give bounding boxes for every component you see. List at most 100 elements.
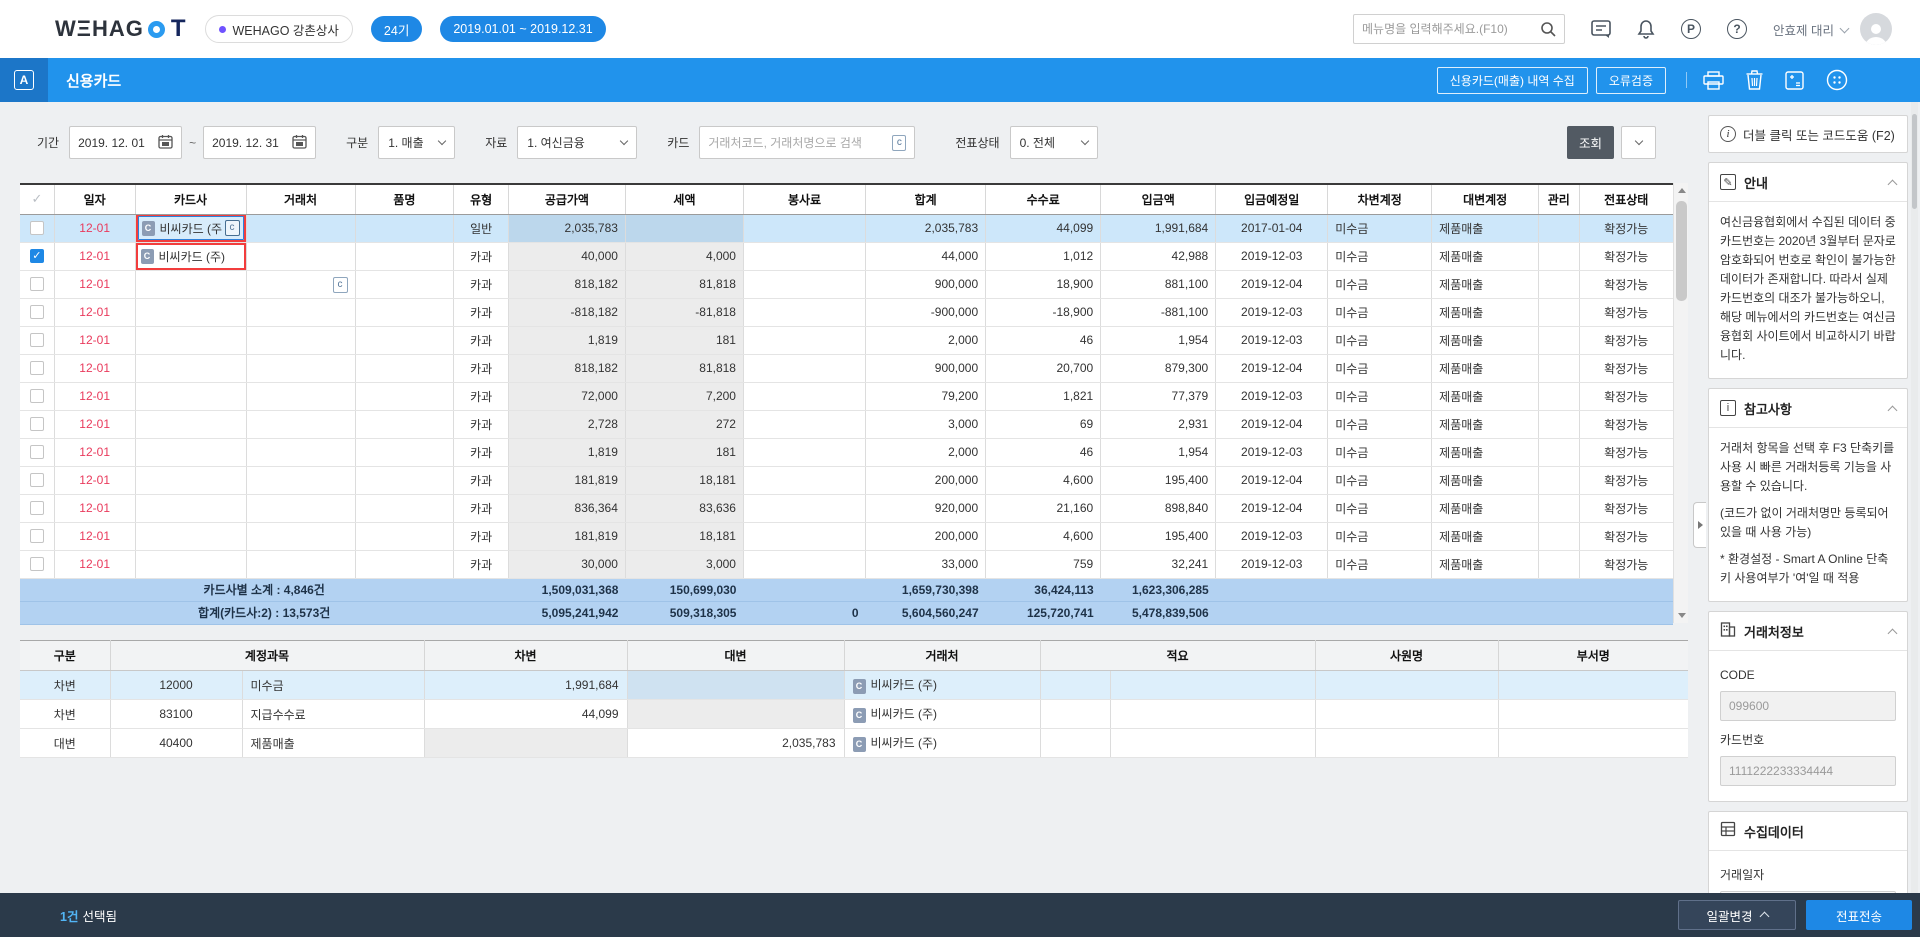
cell-partner[interactable]: C비씨카드 (주) — [844, 700, 1040, 729]
cell-debit[interactable]: 미수금 — [1328, 550, 1432, 578]
cell-due[interactable]: 2019-12-04 — [1216, 466, 1328, 494]
cell-debit[interactable]: 미수금 — [1328, 326, 1432, 354]
cell-status[interactable]: 확정가능 — [1579, 522, 1673, 550]
global-search-input[interactable] — [1354, 22, 1540, 36]
cell-debit[interactable]: 미수금 — [1328, 242, 1432, 270]
cell-employee[interactable] — [1315, 700, 1498, 729]
bulk-change-button[interactable]: 일괄변경 — [1678, 900, 1796, 930]
cell-debit[interactable]: 미수금 — [1328, 522, 1432, 550]
cell-type[interactable]: 카과 — [454, 410, 508, 438]
cell-service[interactable] — [743, 354, 865, 382]
cell-status[interactable]: 확정가능 — [1579, 242, 1673, 270]
page-scrollbar-thumb[interactable] — [1912, 114, 1917, 209]
cell-partner[interactable] — [246, 214, 355, 242]
panel-collapse-handle[interactable] — [1693, 502, 1706, 548]
cell-mgmt[interactable] — [1539, 550, 1579, 578]
cell-fee[interactable]: 759 — [986, 550, 1101, 578]
cell-supply[interactable]: 1,819 — [508, 438, 625, 466]
cell-date[interactable]: 12-01 — [54, 298, 135, 326]
cell-deposit[interactable]: 195,400 — [1101, 522, 1216, 550]
cell-credit[interactable]: 제품매출 — [1432, 298, 1539, 326]
cell-debit-amount[interactable] — [424, 729, 627, 758]
cell-account-code[interactable]: 40400 — [110, 729, 242, 758]
cell-tax[interactable]: 181 — [625, 326, 743, 354]
cell-item[interactable] — [355, 298, 454, 326]
cell-total[interactable]: 200,000 — [866, 522, 986, 550]
cell-total[interactable]: 44,000 — [866, 242, 986, 270]
query-options-button[interactable] — [1621, 126, 1656, 159]
cell-deposit[interactable]: 77,379 — [1101, 382, 1216, 410]
code-help-icon[interactable]: c — [225, 220, 240, 236]
error-check-button[interactable]: 오류검증 — [1596, 67, 1666, 94]
fiscal-range-badge[interactable]: 2019.01.01 ~ 2019.12.31 — [440, 16, 605, 42]
search-icon[interactable] — [1540, 21, 1556, 37]
cell-deposit[interactable]: 195,400 — [1101, 466, 1216, 494]
cell-supply[interactable]: 30,000 — [508, 550, 625, 578]
cell-status[interactable]: 확정가능 — [1579, 550, 1673, 578]
cell-fee[interactable]: 46 — [986, 326, 1101, 354]
cell-fee[interactable]: 1,821 — [986, 382, 1101, 410]
cell-credit[interactable]: 제품매출 — [1432, 270, 1539, 298]
cell-card[interactable] — [135, 326, 246, 354]
apps-icon[interactable] — [1826, 69, 1848, 91]
cell-status[interactable]: 확정가능 — [1579, 382, 1673, 410]
cell-total[interactable]: 3,000 — [866, 410, 986, 438]
type-select[interactable]: 1. 매출 — [378, 126, 455, 159]
grid-scrollbar[interactable] — [1673, 183, 1688, 623]
cell-type[interactable]: 카과 — [454, 242, 508, 270]
cell-partner[interactable] — [246, 438, 355, 466]
cell-mgmt[interactable] — [1539, 382, 1579, 410]
cell-item[interactable] — [355, 522, 454, 550]
cell-service[interactable] — [743, 270, 865, 298]
cell-partner[interactable]: C비씨카드 (주) — [844, 671, 1040, 700]
cell-direction[interactable]: 대변 — [20, 729, 110, 758]
cell-date[interactable]: 12-01 — [54, 242, 135, 270]
cell-credit[interactable]: 제품매출 — [1432, 354, 1539, 382]
row-checkbox[interactable] — [30, 445, 44, 459]
cell-partner[interactable] — [246, 410, 355, 438]
cell-partner[interactable]: c — [246, 270, 355, 298]
cell-credit[interactable]: 제품매출 — [1432, 410, 1539, 438]
cell-due[interactable]: 2019-12-03 — [1216, 550, 1328, 578]
cell-partner[interactable] — [246, 382, 355, 410]
cell-tax[interactable]: 3,000 — [625, 550, 743, 578]
source-select[interactable]: 1. 여신금융 — [517, 126, 637, 159]
cell-tax[interactable]: -81,818 — [625, 298, 743, 326]
code-help-icon[interactable]: c — [892, 135, 906, 151]
cell-service[interactable] — [743, 326, 865, 354]
cell-card[interactable] — [135, 522, 246, 550]
cell-debit-amount[interactable]: 44,099 — [424, 700, 627, 729]
cell-mgmt[interactable] — [1539, 270, 1579, 298]
cell-deposit[interactable]: 1,954 — [1101, 438, 1216, 466]
cell-due[interactable]: 2019-12-03 — [1216, 298, 1328, 326]
cell-mgmt[interactable] — [1539, 410, 1579, 438]
page-scrollbar[interactable] — [1911, 102, 1918, 893]
cell-mgmt[interactable] — [1539, 466, 1579, 494]
cell-credit[interactable]: 제품매출 — [1432, 550, 1539, 578]
cell-type[interactable]: 카과 — [454, 438, 508, 466]
cell-deposit[interactable]: 32,241 — [1101, 550, 1216, 578]
cell-type[interactable]: 카과 — [454, 298, 508, 326]
user-chevron-down-icon[interactable] — [1840, 23, 1850, 33]
cell-partner[interactable] — [246, 298, 355, 326]
cell-employee[interactable] — [1315, 671, 1498, 700]
cell-memo[interactable] — [1110, 671, 1315, 700]
cell-status[interactable]: 확정가능 — [1579, 326, 1673, 354]
cell-service[interactable] — [743, 214, 865, 242]
cell-mgmt[interactable] — [1539, 494, 1579, 522]
avatar[interactable] — [1860, 13, 1892, 45]
scroll-up-icon[interactable] — [1674, 183, 1689, 198]
cell-service[interactable] — [743, 298, 865, 326]
cell-service[interactable] — [743, 522, 865, 550]
cell-partner[interactable] — [246, 494, 355, 522]
cell-direction[interactable]: 차변 — [20, 671, 110, 700]
cell-partner[interactable] — [246, 354, 355, 382]
cell-service[interactable] — [743, 466, 865, 494]
cell-status[interactable]: 확정가능 — [1579, 354, 1673, 382]
cell-fee[interactable]: 69 — [986, 410, 1101, 438]
cell-deposit[interactable]: 2,931 — [1101, 410, 1216, 438]
cell-tax[interactable]: 4,000 — [625, 242, 743, 270]
collapse-chevron-up-icon[interactable] — [1888, 405, 1898, 415]
row-checkbox[interactable] — [30, 389, 44, 403]
cell-due[interactable]: 2019-12-03 — [1216, 522, 1328, 550]
